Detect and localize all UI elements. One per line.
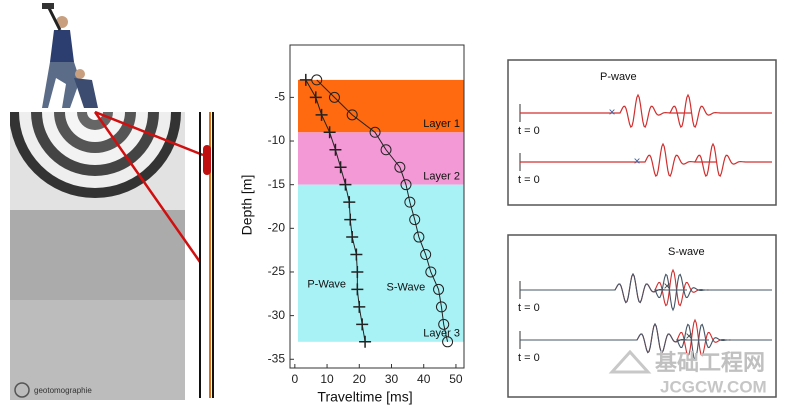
marker — [442, 336, 454, 348]
y-tick-label: -20 — [268, 220, 286, 234]
chart: Layer 1 Layer 2 Layer 3 0 10 20 30 40 50 -35 -30 -2… — [268, 44, 465, 386]
x-axis-label: Traveltime [ms] — [317, 389, 412, 405]
trace — [520, 272, 772, 312]
panel-title: P-wave — [600, 71, 637, 83]
y-tick-label: -25 — [268, 264, 286, 278]
layer-label: Layer 1 — [423, 118, 460, 130]
pick: × — [663, 279, 670, 293]
y-axis-label: Depth [m] — [239, 175, 255, 236]
pick: × — [633, 154, 640, 168]
marker — [346, 109, 358, 121]
marker — [438, 318, 450, 330]
marker — [329, 143, 342, 156]
watermark-name: 基础工程网 — [655, 350, 765, 375]
pick: × — [685, 329, 692, 343]
y-tick-label: -10 — [268, 133, 286, 147]
panel-title: S-wave — [668, 246, 705, 258]
marker — [351, 283, 364, 296]
receiver — [203, 145, 211, 175]
series-label: P-Wave — [307, 278, 346, 290]
waveform-panel — [507, 59, 777, 206]
y-tick-label: -30 — [268, 308, 286, 322]
marker — [356, 318, 369, 331]
marker — [409, 214, 421, 226]
marker — [404, 196, 416, 208]
marker — [344, 213, 357, 226]
series-label: S-Wave — [387, 281, 426, 293]
marker — [328, 91, 340, 103]
trace-label: t = 0 — [518, 174, 540, 186]
marker — [420, 249, 432, 261]
series-line — [316, 79, 449, 342]
layer-label: Layer 2 — [423, 171, 460, 183]
layer-band — [298, 184, 464, 342]
marker — [353, 300, 366, 313]
ground-middle — [10, 210, 185, 300]
x-tick-label: 50 — [449, 372, 463, 386]
series-line — [305, 79, 366, 342]
marker — [394, 161, 406, 173]
person — [42, 3, 98, 108]
x-tick-label: 10 — [320, 372, 334, 386]
marker — [400, 179, 412, 191]
watermark: 基础工程网 JCGCW.COM — [608, 349, 767, 396]
marker — [334, 161, 347, 174]
marker — [339, 178, 352, 191]
illustration: geotomographie — [10, 3, 214, 400]
x-tick-label: 40 — [417, 372, 431, 386]
trace — [520, 93, 772, 128]
x-tick-label: 30 — [385, 372, 399, 386]
marker — [343, 196, 356, 209]
marker — [413, 231, 425, 243]
marker — [433, 283, 445, 295]
x-tick-label: 0 — [291, 372, 298, 386]
marker — [369, 126, 381, 138]
trace-label: t = 0 — [518, 125, 540, 137]
marker — [380, 144, 392, 156]
y-tick-label: -5 — [274, 90, 285, 104]
waveform-panels: P-wave t = 0 × t = 0 × S-wave t = 0 × t = 0 × — [507, 59, 777, 398]
watermark-url: JCGCW.COM — [660, 377, 767, 396]
pick: × — [608, 105, 615, 119]
marker — [346, 231, 359, 244]
logo — [14, 382, 30, 398]
y-tick-label: -35 — [268, 351, 286, 365]
layer-label: Layer 3 — [423, 328, 460, 340]
credit: geotomographie — [34, 386, 92, 395]
marker — [309, 91, 322, 104]
trace — [520, 142, 772, 177]
plot-frame — [289, 44, 465, 369]
waveform-panel — [507, 234, 777, 398]
x-tick-label: 20 — [353, 372, 367, 386]
marker — [425, 266, 437, 278]
marker — [299, 73, 312, 86]
trace-label: t = 0 — [518, 302, 540, 314]
trace-label: t = 0 — [518, 352, 540, 364]
marker — [435, 301, 447, 313]
trace — [520, 322, 772, 362]
ground-lower — [10, 300, 185, 400]
y-tick-label: -15 — [268, 177, 286, 191]
marker — [350, 248, 363, 261]
marker — [315, 108, 328, 121]
marker — [359, 335, 372, 348]
marker — [351, 265, 364, 278]
ray — [94, 110, 204, 157]
ray — [93, 111, 202, 263]
marker — [323, 126, 336, 139]
